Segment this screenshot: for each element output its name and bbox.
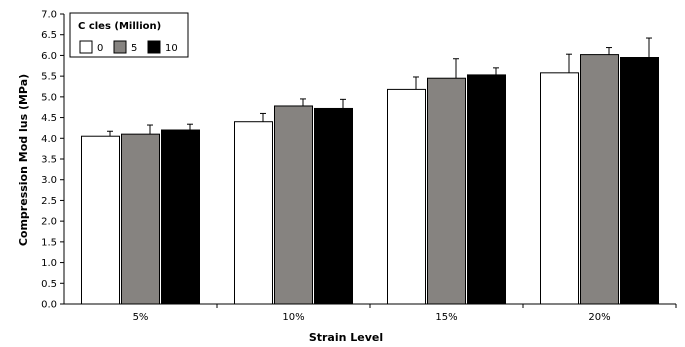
bar-10%-0	[234, 121, 273, 305]
bar-20%-10	[620, 57, 659, 305]
y-tick-label: 5.0	[41, 92, 57, 103]
y-tick-label: 0.0	[41, 300, 57, 311]
bar-5%-0	[81, 135, 120, 305]
legend-label: 10	[165, 43, 178, 54]
bar-5%-10	[161, 129, 200, 305]
bar-20%-0	[540, 72, 579, 305]
legend-title: C cles (Million)	[78, 21, 161, 32]
legend-swatch	[147, 40, 161, 54]
y-tick-label: 2.0	[41, 217, 57, 228]
y-tick-label: 4.5	[41, 113, 57, 124]
bar-20%-5	[580, 54, 619, 305]
y-tick-label: 6.5	[41, 30, 57, 41]
x-axis: 5% 10% 15% 20%	[64, 303, 677, 323]
legend: C cles (Million) 0 5 10	[69, 12, 189, 58]
bar-15%-0	[387, 88, 426, 305]
bar-15%-5	[427, 77, 466, 305]
legend-label: 5	[131, 43, 137, 54]
y-tick-label: 1.5	[41, 237, 57, 248]
x-tick-label: 20%	[588, 312, 610, 323]
bar-5%-5	[121, 133, 160, 305]
y-tick-label: 2.5	[41, 196, 57, 207]
legend-swatch	[113, 40, 127, 54]
y-tick-label: 0.5	[41, 279, 57, 290]
y-tick-label: 5.5	[41, 72, 57, 83]
y-tick-label: 3.0	[41, 175, 57, 186]
bar-15%-10	[467, 74, 506, 305]
legend-swatch	[79, 40, 93, 54]
legend-label: 0	[97, 43, 103, 54]
x-tick-label: 10%	[282, 312, 304, 323]
y-tick-label: 7.0	[41, 10, 57, 21]
y-axis: 0.0 0.5 1.0 1.5 2.0 2.5 3.0 3.5 4.0 4.5 5.0 5.5 6.0 6…	[41, 10, 65, 311]
y-tick-label: 3.5	[41, 155, 57, 166]
y-tick-label: 6.0	[41, 51, 57, 62]
y-tick-label: 4.0	[41, 134, 57, 145]
x-tick-label: 15%	[435, 312, 457, 323]
x-axis-label: Strain Level	[309, 331, 383, 344]
plot-area	[81, 37, 659, 305]
bar-10%-10	[314, 107, 353, 305]
x-tick-label: 5%	[133, 312, 149, 323]
y-tick-label: 1.0	[41, 258, 57, 269]
bar-10%-5	[274, 105, 313, 305]
y-axis-label: Compression Mod lus (MPa)	[17, 74, 30, 246]
